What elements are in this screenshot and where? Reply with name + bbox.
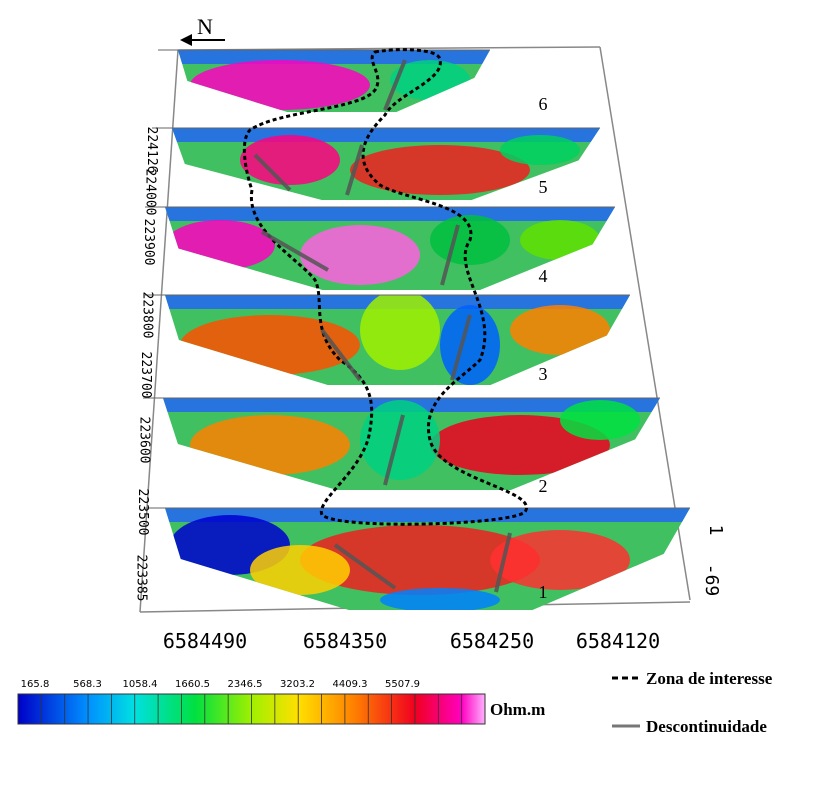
depth-label: -69 [701,564,722,597]
section-label: 1 [539,582,548,602]
resistivity-section [165,207,615,290]
section-label: 5 [539,177,548,197]
north-arrow: N [180,14,225,46]
section-label: 2 [539,476,548,496]
section-label: 3 [539,364,548,384]
y-axis-label: 223500 [135,489,150,536]
colorbar-unit: Ohm.m [490,700,545,719]
x-axis-label: 6584250 [450,629,534,653]
resistivity-section [165,508,690,612]
y-axis-label: 224126 [144,127,159,174]
section-label: 6 [539,94,548,114]
y-axis-label: 224000 [143,169,158,216]
y-axis-label: 223700 [138,352,153,399]
sections [143,50,690,612]
y-axis-label: 223385 [134,555,149,602]
resistivity-section [178,50,490,112]
resistivity-section [163,398,660,490]
figure: N 1 2 3 4 5 6 224126224000 223900 223800 223700 22… [0,0,840,787]
depth-label: 1 [705,525,726,536]
north-label: N [197,14,213,39]
x-axis-label: 6584350 [303,629,387,653]
colorbar-label: 5507.9 [385,679,420,690]
x-axis-label: 6584490 [163,629,247,653]
y-axis-label: 223600 [137,417,152,464]
colorbar-label: 165.8 [21,679,50,690]
colorbar-label: 2346.5 [228,679,263,690]
colorbar-label: 1058.4 [123,679,158,690]
y-axis-label: 223800 [140,292,155,339]
colorbar-label: 1660.5 [175,679,210,690]
colorbar-label: 3203.2 [280,679,315,690]
legend-label: Descontinuidade [646,717,767,736]
x-axis-label: 6584120 [576,629,660,653]
y-axis-label: 223900 [141,219,156,266]
section-label: 4 [539,266,548,286]
resistivity-section [165,290,630,385]
colorbar-label: 4409.3 [333,679,368,690]
legend-label: Zona de interesse [646,669,773,688]
colorbar-label: 568.3 [73,679,102,690]
